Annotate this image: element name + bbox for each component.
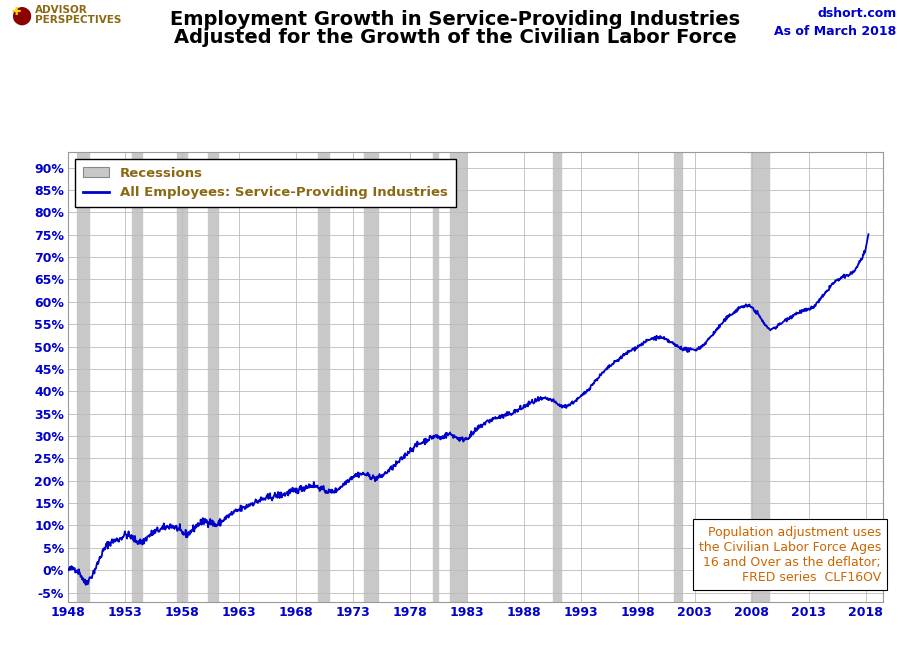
Text: ✚: ✚ — [11, 7, 20, 17]
Text: Employment Growth in Service-Providing Industries: Employment Growth in Service-Providing I… — [170, 10, 740, 29]
Text: PERSPECTIVES: PERSPECTIVES — [35, 15, 121, 25]
Bar — [363, 152, 378, 602]
Bar — [751, 152, 769, 602]
Bar — [76, 152, 89, 602]
Text: dshort.com
As of March 2018: dshort.com As of March 2018 — [774, 7, 896, 38]
Bar — [318, 152, 329, 602]
Legend: Recessions, All Employees: Service-Providing Industries: Recessions, All Employees: Service-Provi… — [75, 159, 456, 207]
Text: Adjusted for the Growth of the Civilian Labor Force: Adjusted for the Growth of the Civilian … — [174, 28, 736, 47]
Bar — [433, 152, 439, 602]
Text: Population adjustment uses
the Civilian Labor Force Ages
16 and Over as the defl: Population adjustment uses the Civilian … — [699, 525, 881, 584]
Bar — [207, 152, 218, 602]
Bar — [450, 152, 466, 602]
Bar — [132, 152, 142, 602]
Text: ⬤: ⬤ — [11, 7, 31, 25]
Text: ADVISOR: ADVISOR — [35, 5, 87, 15]
Bar — [553, 152, 561, 602]
Bar — [177, 152, 187, 602]
Bar — [674, 152, 682, 602]
